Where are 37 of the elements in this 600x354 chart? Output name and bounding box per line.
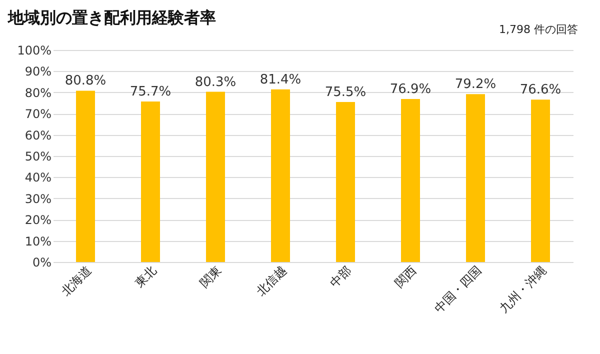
x-tick-label: 関西 — [392, 263, 419, 290]
y-tick-label: 30% — [24, 192, 52, 206]
bar — [466, 94, 485, 262]
y-tick-label: 0% — [32, 256, 52, 270]
chart-title: 地域別の置き配利用経験者率 — [7, 8, 216, 27]
bar — [206, 92, 225, 262]
x-tick-label: 九州・沖縄 — [496, 263, 549, 316]
data-label: 79.2% — [454, 77, 496, 92]
x-tick-label: 関東 — [197, 263, 224, 290]
y-tick-label: 20% — [24, 213, 52, 228]
bar — [401, 98, 420, 262]
text: 1,798 件の回答 — [499, 22, 578, 37]
x-tick-label: 東北 — [132, 263, 159, 290]
y-tick-label: 60% — [24, 128, 52, 142]
data-label: 75.5% — [324, 84, 366, 100]
y-tick-label: 10% — [24, 234, 52, 248]
bar — [531, 100, 550, 262]
y-tick-label: 70% — [24, 107, 52, 122]
bar — [141, 102, 160, 262]
data-label: 76.6% — [520, 82, 562, 98]
bar — [271, 89, 290, 262]
y-tick-label: 90% — [24, 64, 52, 79]
bar — [336, 102, 355, 262]
data-label: 75.7% — [130, 84, 172, 100]
y-tick-label: 80% — [24, 86, 52, 100]
bar — [76, 90, 95, 262]
data-label: 80.8% — [64, 74, 106, 89]
data-label: 76.9% — [390, 82, 432, 97]
x-tick-label: 中国・四国 — [432, 263, 484, 316]
x-tick-label: 北海道 — [58, 263, 94, 298]
x-tick-label: 中部 — [327, 263, 354, 290]
y-tick-label: 100% — [17, 44, 52, 58]
data-label: 80.3% — [194, 74, 236, 90]
x-tick-label: 北信越 — [254, 263, 289, 298]
data-label: 81.4% — [260, 72, 302, 88]
y-tick-label: 50% — [24, 150, 52, 164]
y-tick-label: 40% — [24, 170, 52, 185]
